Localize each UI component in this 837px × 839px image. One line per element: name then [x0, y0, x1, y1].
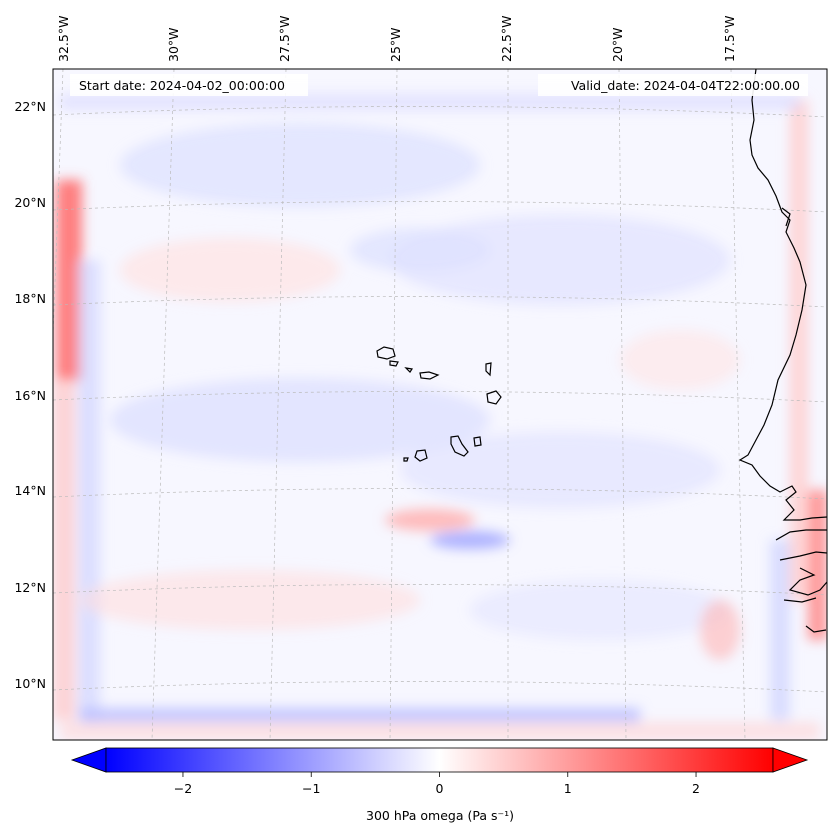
colorbar-tick-label: 2: [692, 781, 700, 796]
latitude-labels: 22°N 20°N 18°N 16°N 14°N 12°N 10°N: [14, 99, 46, 691]
lat-label: 14°N: [14, 483, 46, 498]
lon-label: 32.5°W: [56, 16, 71, 62]
colorbar-tick-label: 1: [564, 781, 572, 796]
colorbar: −2 −1 0 1 2 300 hPa omega (Pa s⁻¹): [70, 747, 809, 823]
lon-label: 25°W: [388, 27, 403, 62]
lon-label: 30°W: [166, 27, 181, 62]
lon-label: 27.5°W: [277, 16, 292, 62]
lon-label: 22.5°W: [499, 16, 514, 62]
colorbar-tick-label: −2: [174, 781, 192, 796]
lon-label: 17.5°W: [722, 16, 737, 62]
colorbar-min-arrow: [70, 747, 107, 773]
colorbar-ticks: −2 −1 0 1 2: [174, 772, 700, 796]
colorbar-label: 300 hPa omega (Pa s⁻¹): [366, 808, 514, 823]
lon-label: 20°W: [610, 27, 625, 62]
lat-label: 20°N: [14, 195, 46, 210]
lat-label: 10°N: [14, 676, 46, 691]
colorbar-tick-label: 0: [436, 781, 444, 796]
map-frame: [52, 68, 828, 741]
start-date-box: [70, 74, 308, 96]
colorbar-max-arrow: [772, 747, 809, 773]
colorbar-tick-label: −1: [302, 781, 320, 796]
colorbar-bar: [105, 747, 774, 773]
lat-label: 18°N: [14, 291, 46, 306]
valid-date-box: [538, 74, 808, 96]
lat-label: 22°N: [14, 99, 46, 114]
omega-field: Start date: 2024-04-02_00:00:00 Valid_da…: [53, 69, 827, 740]
start-date-label: Start date: 2024-04-02_00:00:00: [79, 78, 285, 93]
lat-label: 12°N: [14, 580, 46, 595]
cape-verde-islands: [376, 346, 502, 462]
longitude-labels: 32.5°W 30°W 27.5°W 25°W 22.5°W 20°W 17.5…: [56, 16, 737, 62]
lat-label: 16°N: [14, 388, 46, 403]
coastline: [738, 69, 827, 633]
valid-date-label: Valid_date: 2024-04-04T22:00:00.00: [571, 78, 800, 93]
graticule: [53, 69, 827, 740]
